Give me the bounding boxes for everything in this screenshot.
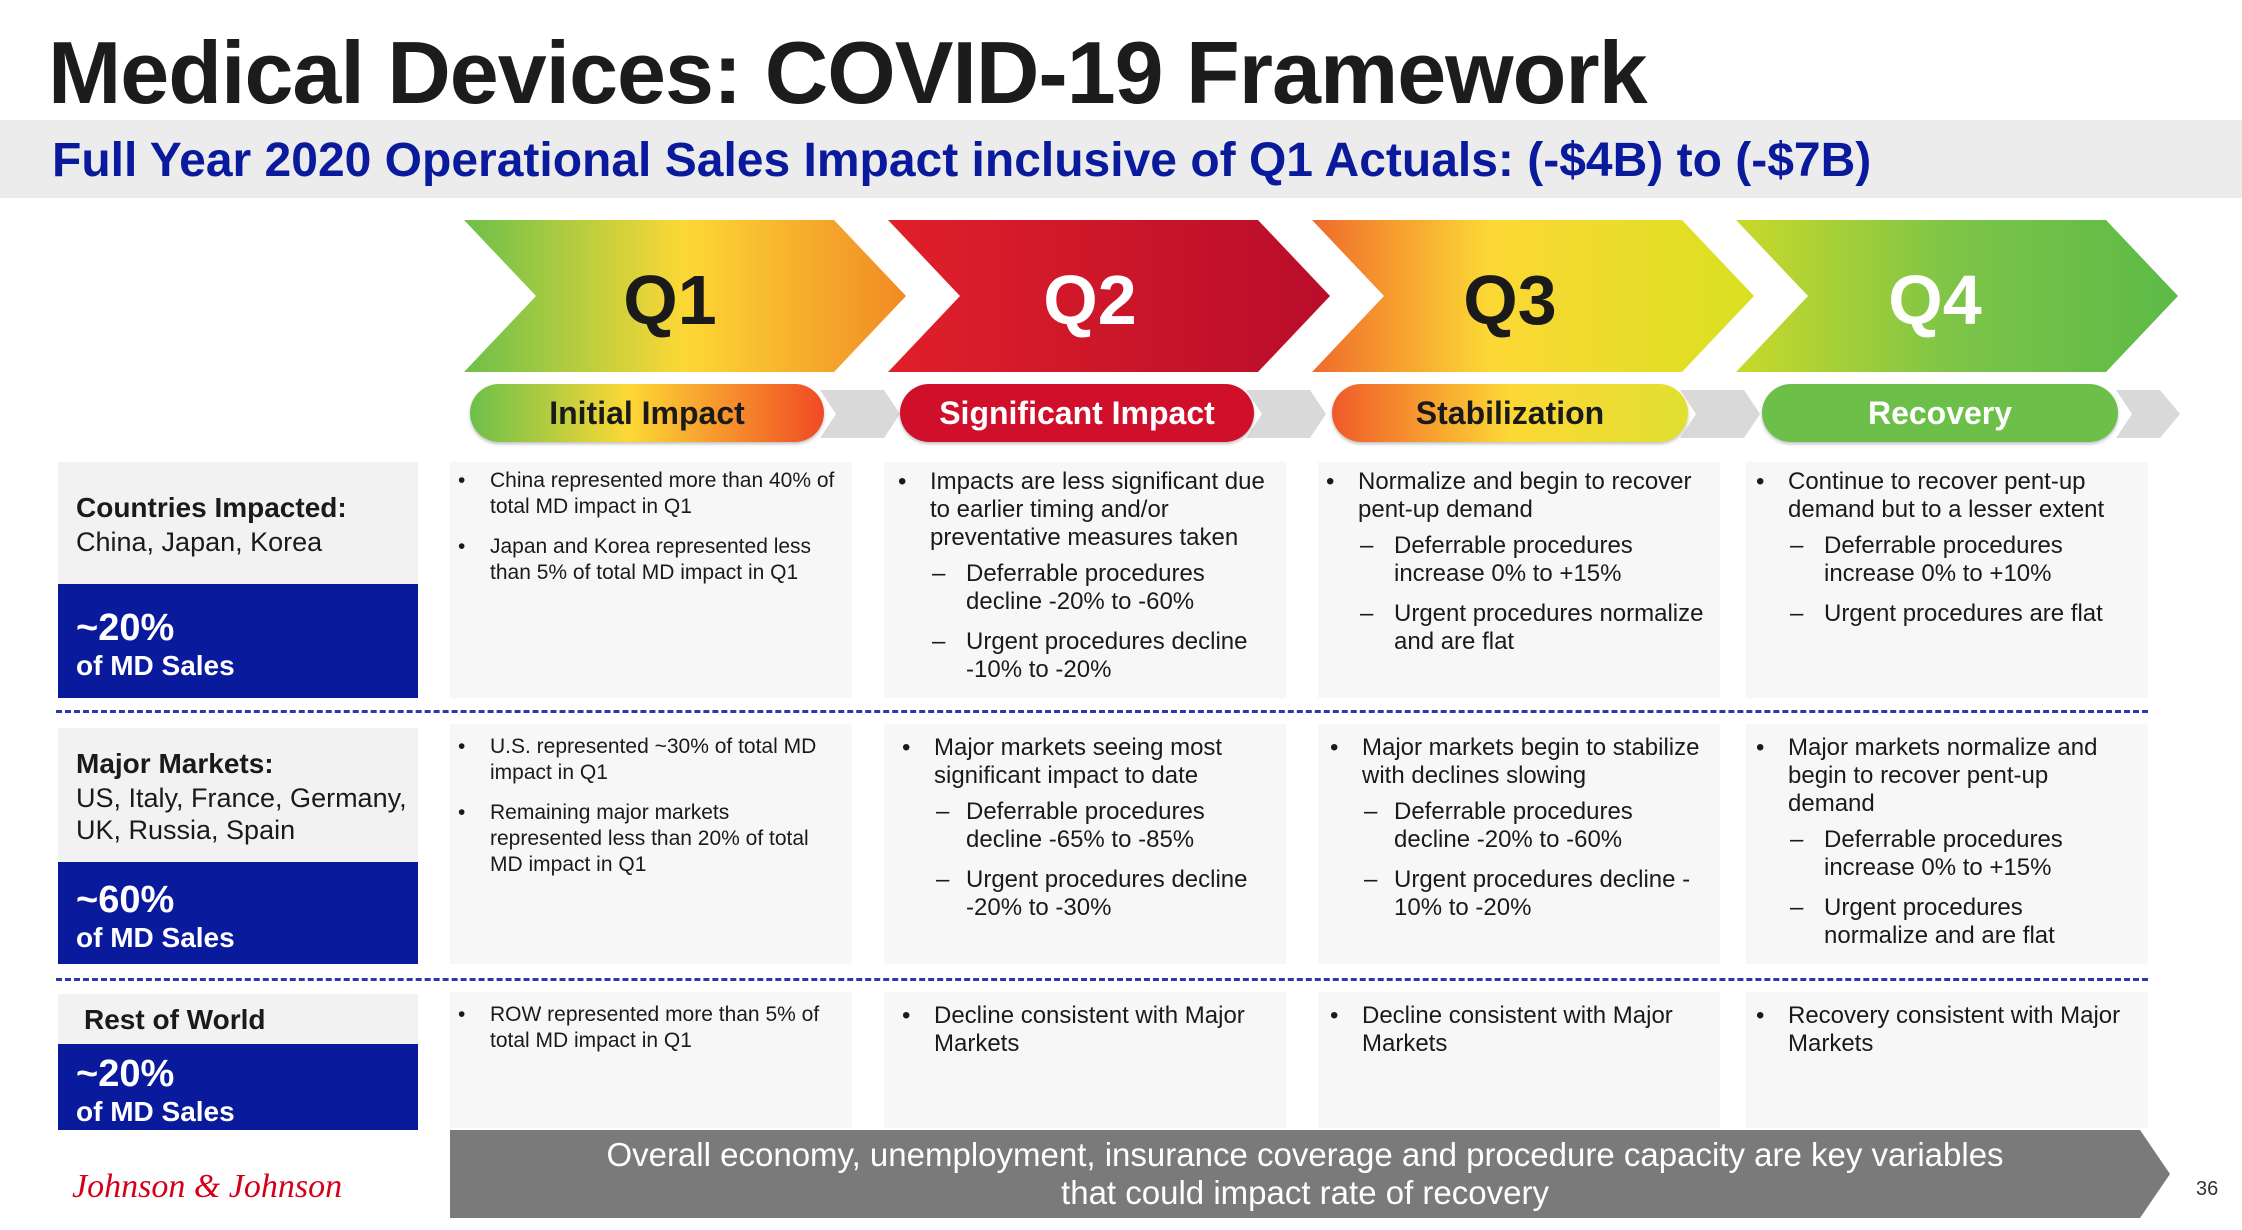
sales-share-label: of MD Sales <box>76 1096 235 1127</box>
row-divider <box>56 710 2148 713</box>
quarter-label-q1: Q1 <box>623 261 717 339</box>
region-header-countries: Countries Impacted: China, Japan, Korea <box>58 462 418 584</box>
bullet: Decline consistent with Major Markets <box>896 1002 1276 1058</box>
bullet: Recovery consistent with Major Markets <box>1750 1002 2130 1058</box>
region-title: Countries Impacted: <box>76 492 347 523</box>
bullet: U.S. represented ~30% of total MD impact… <box>452 734 822 786</box>
content-r2-q3: Major markets begin to stabilize with de… <box>1324 734 1714 934</box>
chevron-q1 <box>464 220 906 372</box>
sub-bullet: Deferrable procedures increase 0% to +10… <box>1750 532 2140 588</box>
phase-pill-q1: Initial Impact <box>470 384 824 442</box>
phase-pill-q4: Recovery <box>1762 384 2118 442</box>
region-header-major-markets: Major Markets: US, Italy, France, German… <box>58 728 418 862</box>
content-r3-q3: Decline consistent with Major Markets <box>1324 1002 1704 1066</box>
footer-line-1: Overall economy, unemployment, insurance… <box>606 1136 2004 1173</box>
sales-share-box: ~20% of MD Sales <box>58 1044 418 1130</box>
phase-pill-q2: Significant Impact <box>900 384 1254 442</box>
sub-bullet: Urgent procedures decline -10% to -20% <box>892 628 1272 684</box>
bullet: Normalize and begin to recover pent-up d… <box>1320 468 1720 524</box>
jnj-logo: Johnson & Johnson <box>72 1168 343 1205</box>
region-header-row: Rest of World <box>58 994 418 1044</box>
region-title: Rest of World <box>84 1004 266 1035</box>
bullet: Remaining major markets represented less… <box>452 800 822 878</box>
chevron-q4 <box>1736 220 2178 372</box>
region-countries: China, Japan, Korea <box>76 527 323 557</box>
content-r1-q2: Impacts are less significant due to earl… <box>892 468 1272 696</box>
sub-bullet: Deferrable procedures decline -65% to -8… <box>896 798 1276 854</box>
sub-bullet: Urgent procedures normalize and are flat <box>1750 894 2130 950</box>
content-r2-q4: Major markets normalize and begin to rec… <box>1750 734 2130 962</box>
chevron-q2 <box>888 220 1330 372</box>
region-countries: US, Italy, France, Germany, <box>76 783 407 813</box>
bullet: Major markets begin to stabilize with de… <box>1324 734 1714 790</box>
sales-share-box: ~60% of MD Sales <box>58 862 418 964</box>
bullet: Major markets seeing most significant im… <box>896 734 1276 790</box>
quarter-label-q2: Q2 <box>1043 261 1137 339</box>
sub-bullet: Deferrable procedures decline -20% to -6… <box>892 560 1272 616</box>
footer-text: Overall economy, unemployment, insurance… <box>520 1136 2090 1212</box>
sub-bullet: Deferrable procedures decline -20% to -6… <box>1324 798 1714 854</box>
sub-bullet: Urgent procedures decline -20% to -30% <box>896 866 1276 922</box>
sales-share-label: of MD Sales <box>76 650 235 681</box>
sales-share-box: ~20% of MD Sales <box>58 584 418 698</box>
bullet: Major markets normalize and begin to rec… <box>1750 734 2130 818</box>
region-countries: UK, Russia, Spain <box>76 815 296 845</box>
content-r2-q2: Major markets seeing most significant im… <box>896 734 1276 934</box>
bullet: Impacts are less significant due to earl… <box>892 468 1272 552</box>
sales-share-pct: ~20% <box>76 607 175 649</box>
phase-pill-q3: Stabilization <box>1332 384 1688 442</box>
page-title: Medical Devices: COVID-19 Framework <box>48 23 1648 122</box>
content-r3-q2: Decline consistent with Major Markets <box>896 1002 1276 1066</box>
pill-connector <box>1246 390 1326 438</box>
quarter-label-q3: Q3 <box>1463 261 1557 339</box>
footer-banner <box>450 1130 2170 1218</box>
bullet: China represented more than 40% of total… <box>452 468 842 520</box>
content-r1-q3: Normalize and begin to recover pent-up d… <box>1320 468 1720 668</box>
bullet: Continue to recover pent-up demand but t… <box>1750 468 2140 524</box>
pill-connector <box>1680 390 1760 438</box>
row-divider <box>56 978 2148 981</box>
sub-bullet: Urgent procedures normalize and are flat <box>1320 600 1720 656</box>
chevron-q3 <box>1312 220 1754 372</box>
region-title: Major Markets: <box>76 748 274 779</box>
bullet: Decline consistent with Major Markets <box>1324 1002 1704 1058</box>
sub-bullet: Deferrable procedures increase 0% to +15… <box>1750 826 2130 882</box>
content-r1-q1: China represented more than 40% of total… <box>452 468 842 594</box>
content-r2-q1: U.S. represented ~30% of total MD impact… <box>452 734 822 886</box>
sales-share-label: of MD Sales <box>76 922 235 953</box>
pill-connector <box>2116 390 2180 438</box>
quarter-label-q4: Q4 <box>1888 261 1982 339</box>
sub-bullet: Urgent procedures are flat <box>1750 600 2140 628</box>
content-r3-q4: Recovery consistent with Major Markets <box>1750 1002 2130 1066</box>
footer-line-2: that could impact rate of recovery <box>1061 1174 1549 1211</box>
sales-share-pct: ~20% <box>76 1053 175 1095</box>
bullet: ROW represented more than 5% of total MD… <box>452 1002 822 1054</box>
page-number: 36 <box>2196 1178 2219 1200</box>
sales-share-pct: ~60% <box>76 879 175 921</box>
pill-connector <box>820 390 900 438</box>
bullet: Japan and Korea represented less than 5%… <box>452 534 842 586</box>
content-r3-q1: ROW represented more than 5% of total MD… <box>452 1002 822 1062</box>
sub-bullet: Deferrable procedures increase 0% to +15… <box>1320 532 1720 588</box>
content-r1-q4: Continue to recover pent-up demand but t… <box>1750 468 2140 640</box>
subtitle-band <box>0 120 2242 198</box>
sub-bullet: Urgent procedures decline - 10% to -20% <box>1324 866 1714 922</box>
page-subtitle: Full Year 2020 Operational Sales Impact … <box>52 134 1872 187</box>
